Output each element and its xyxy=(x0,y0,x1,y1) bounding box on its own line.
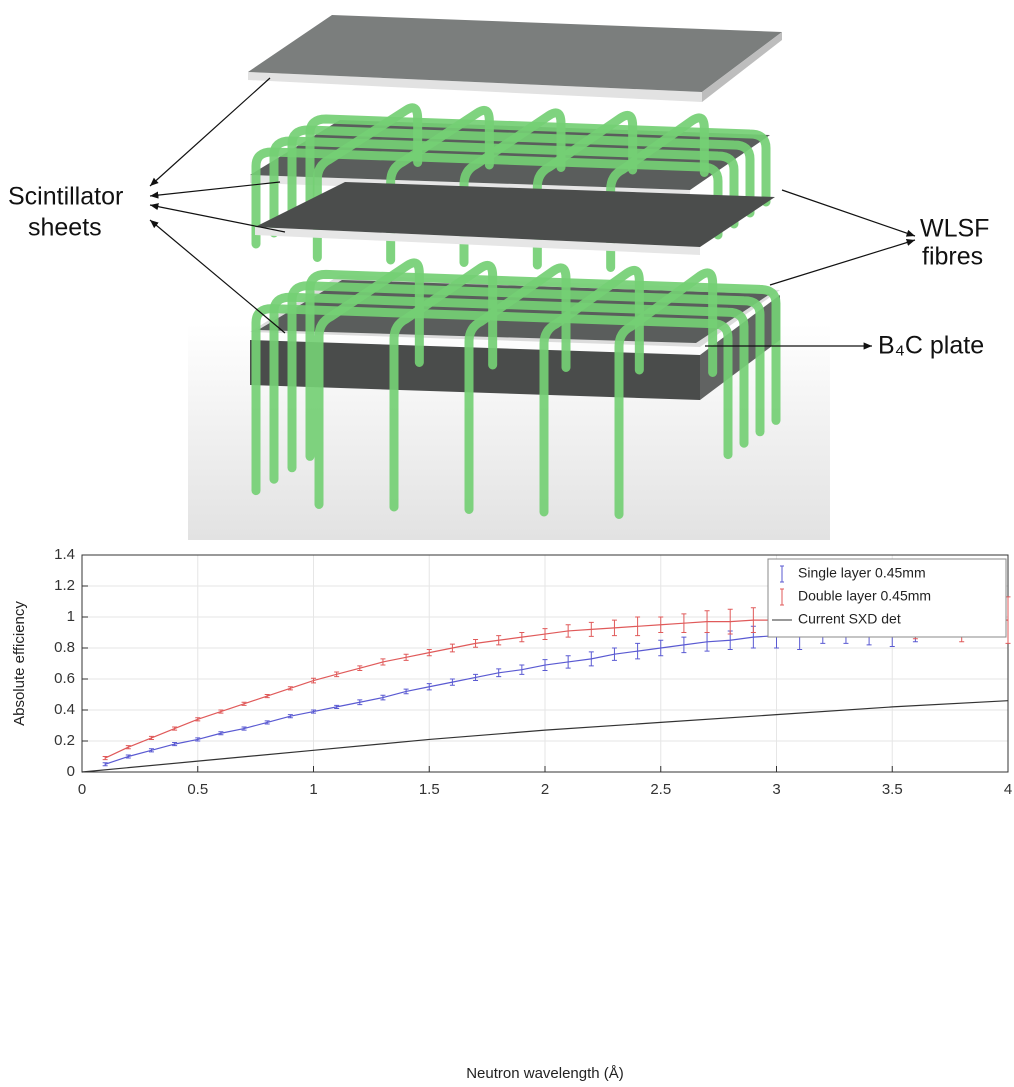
legend-label: Current SXD det xyxy=(798,611,901,627)
wlsf-label: fibres xyxy=(922,243,983,271)
scintillator-label: Scintillator xyxy=(8,183,123,211)
detector-illustration: Scintillator sheets WLSF fibres B₄C plat… xyxy=(8,0,989,540)
x-tick-label: 3 xyxy=(772,781,780,798)
b4c-label: B₄C plate xyxy=(878,332,984,360)
x-tick-label: 2 xyxy=(541,781,549,798)
legend-label: Single layer 0.45mm xyxy=(798,565,926,581)
chart: 0 0.2 0.4 0.6 0.8 1 1.2 1.4 0 0.5 1 1.5 2 2.5 3 3.5 4 Neu… xyxy=(11,546,1012,1082)
y-tick-label: 0 xyxy=(67,763,75,780)
legend-label: Double layer 0.45mm xyxy=(798,588,931,604)
y-tick-label: 0.4 xyxy=(54,701,75,718)
y-tick-label: 0.2 xyxy=(54,732,75,749)
x-tick-label: 2.5 xyxy=(650,781,671,798)
y-tick-label: 0.8 xyxy=(54,639,75,656)
y-tick-label: 0.6 xyxy=(54,670,75,687)
y-tick-label: 1 xyxy=(67,608,75,625)
x-tick-label: 3.5 xyxy=(882,781,903,798)
x-tick-label: 0.5 xyxy=(187,781,208,798)
x-tick-label: 1.5 xyxy=(419,781,440,798)
y-axis-label: Absolute efficiency xyxy=(11,601,28,726)
x-tick-label: 4 xyxy=(1004,781,1012,798)
x-tick-label: 1 xyxy=(309,781,317,798)
y-tick-label: 1.4 xyxy=(54,546,75,563)
x-tick-label: 0 xyxy=(78,781,86,798)
figure: Scintillator sheets WLSF fibres B₄C plat… xyxy=(0,0,1014,1087)
y-tick-label: 1.2 xyxy=(54,577,75,594)
wlsf-label: WLSF xyxy=(920,215,989,243)
x-axis-label: Neutron wavelength (Å) xyxy=(466,1065,624,1082)
scintillator-label: sheets xyxy=(28,214,102,242)
